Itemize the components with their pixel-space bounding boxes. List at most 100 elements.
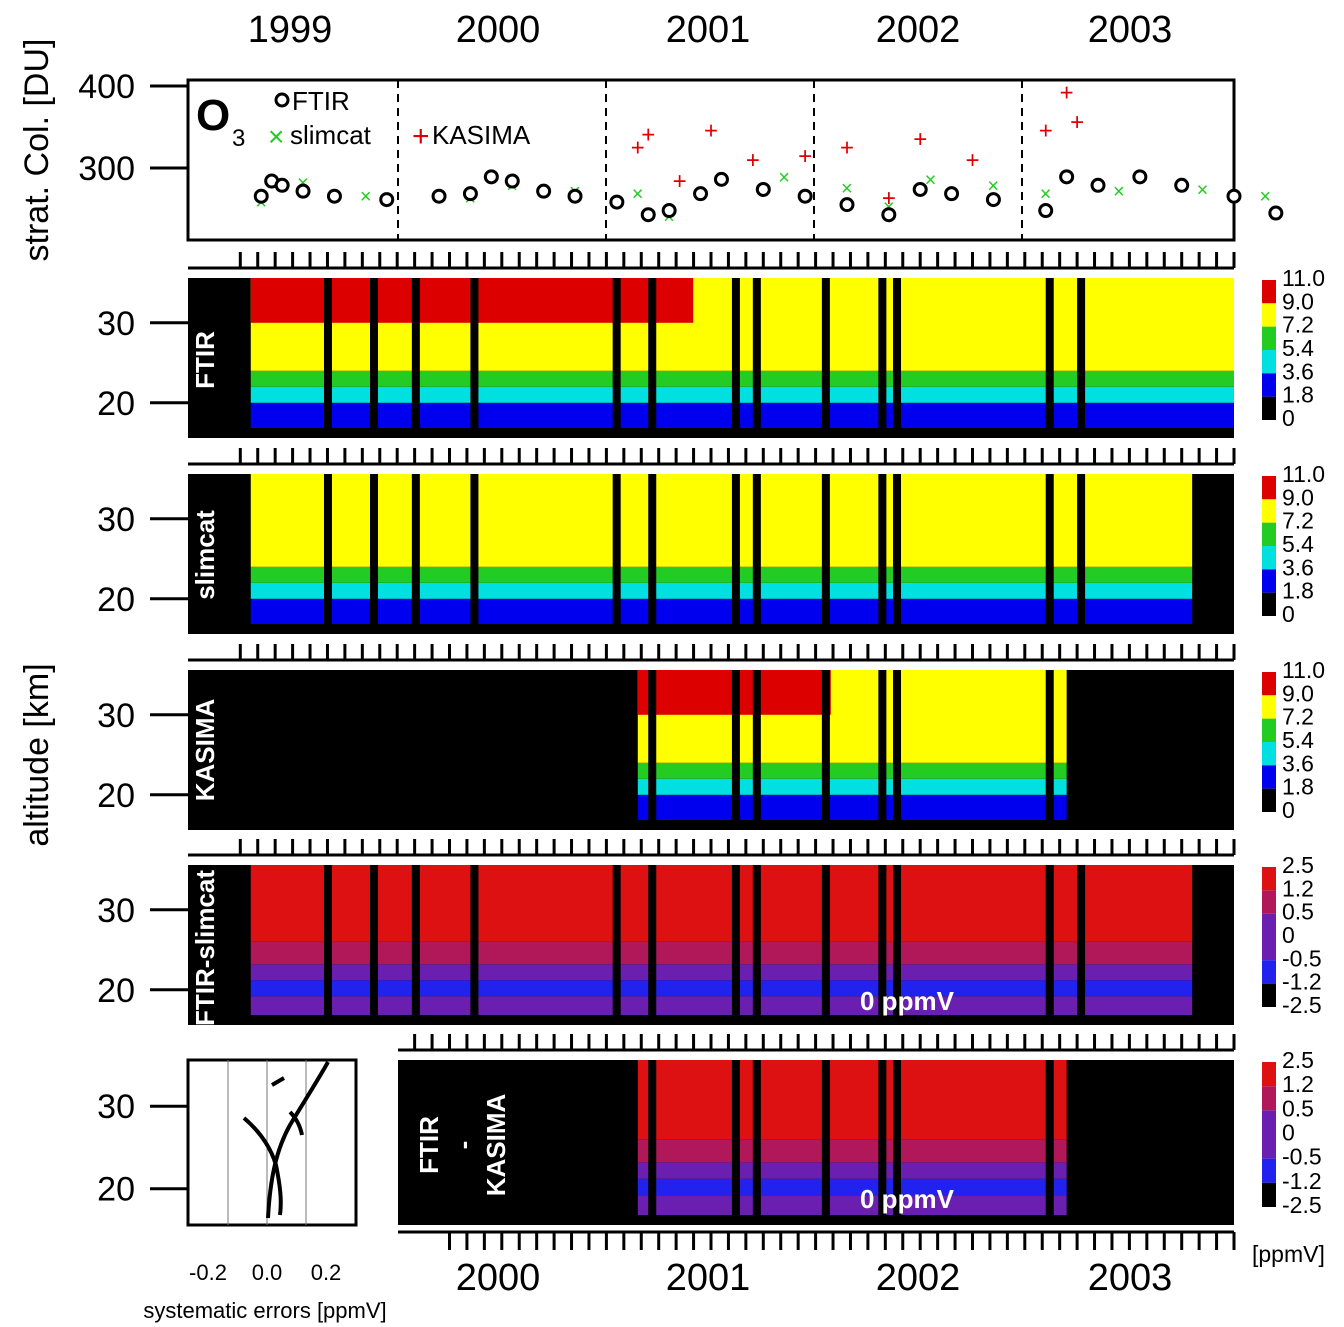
ftir-point [1132, 169, 1148, 185]
kasima-point: + [798, 143, 812, 170]
data-gap [878, 474, 887, 634]
o3-ylabel: strat. Col. [DU] [18, 39, 56, 262]
colorbar-tick-label: 7.2 [1282, 508, 1314, 534]
ftir-point [912, 181, 928, 197]
altitude-tick-label: 20 [97, 1171, 135, 1209]
heatmap-band [250, 996, 1193, 1015]
data-gap [893, 278, 902, 438]
ftir-point [326, 188, 342, 204]
ftir-point [1174, 177, 1190, 193]
colorbar-swatch [1262, 960, 1276, 984]
panel-label-ftir-kasima-mid: - [448, 1141, 478, 1150]
data-gap [323, 865, 332, 1025]
heatmap-band [250, 566, 1193, 583]
colorbar-tick-label: 2.5 [1282, 852, 1314, 878]
data-gap [470, 865, 479, 1025]
heatmap-band [637, 1195, 1067, 1215]
o3-data-points: ××××××××××××××××××+++++++++++++ [253, 80, 1284, 228]
colorbar-tick-label: 11.0 [1282, 461, 1325, 487]
heatmap-band [250, 598, 1193, 624]
ftir-point [1090, 177, 1106, 193]
colorbar-swatch [1262, 695, 1276, 719]
altitude-tick-label: 30 [97, 305, 135, 343]
panel-label-ftir-kasima-top: FTIR [414, 1116, 444, 1174]
data-gap [323, 278, 332, 438]
heatmap-kasima: 30 20 [97, 644, 1276, 830]
colorbar-tick-label: -1.2 [1282, 969, 1322, 995]
heatmap-ftir-kasima: 30 20 [97, 1034, 1276, 1225]
ftir-point [567, 188, 583, 204]
colorbar-tick-label: 5.4 [1282, 335, 1314, 361]
colorbar-tick-label: 7.2 [1282, 312, 1314, 338]
data-gap [1077, 278, 1086, 438]
data-gap [612, 474, 621, 634]
heatmap-panels: 30 20 30 20 30 20 30 20 30 20 [97, 252, 1276, 1250]
data-gap [370, 474, 379, 634]
slimcat-point: × [1040, 184, 1052, 206]
data-gap [731, 474, 740, 634]
altitude-tick-label: 20 [97, 385, 135, 423]
colorbar-labels: 11.09.07.25.43.61.8011.09.07.25.43.61.80… [1282, 265, 1325, 1218]
ftir-point [1268, 205, 1284, 221]
colorbar-swatch [1262, 672, 1276, 696]
colorbar-swatch [1262, 867, 1276, 891]
o3-column-panel: 400 300 strat. Col. [DU] O 3 FTIR × slim… [18, 39, 1284, 262]
colorbar-swatch [1262, 742, 1276, 766]
data-gap [648, 278, 657, 438]
heatmap-band [250, 941, 1193, 965]
data-gap [1045, 670, 1054, 830]
colorbar-tick-label: 11.0 [1282, 657, 1325, 683]
colorbar-swatch [1262, 1086, 1276, 1111]
slimcat-point: × [987, 175, 999, 197]
o3-ytick-300: 300 [78, 150, 135, 188]
data-gap [1045, 278, 1054, 438]
colorbar-swatch [1262, 280, 1276, 304]
colorbar-swatch [1262, 983, 1276, 1007]
colorbar-tick-label: 0 [1282, 922, 1295, 948]
ftir-point [536, 183, 552, 199]
ftir-point [253, 188, 269, 204]
colorbar-swatch [1262, 1134, 1276, 1159]
colorbar-unit: [ppmV] [1252, 1241, 1325, 1267]
heatmap-ftir: 30 20 [97, 252, 1276, 438]
heatmap-ftir-slimcat: 30 20 [97, 839, 1276, 1025]
annotation-zero-ppmv-2: 0 ppmV [860, 1184, 955, 1214]
colorbar-swatch [1262, 546, 1276, 570]
data-gap [612, 278, 621, 438]
slimcat-point: × [360, 186, 372, 208]
ftir-point [609, 194, 625, 210]
altitude-tick-label: 30 [97, 1088, 135, 1126]
altitude-tick-label: 30 [97, 697, 135, 735]
colorbar-tick-label: 3.6 [1282, 358, 1314, 384]
bottom-year-2003: 2003 [1088, 1257, 1173, 1299]
data-gap [1045, 1060, 1054, 1225]
ftir-point [379, 192, 395, 208]
colorbar-swatch [1262, 396, 1276, 420]
data-gap [370, 865, 379, 1025]
colorbar-tick-label: 1.8 [1282, 382, 1314, 408]
colorbar-swatch [1262, 765, 1276, 789]
colorbar-tick-label: 5.4 [1282, 727, 1314, 753]
slimcat-point: × [632, 184, 644, 206]
kasima-point: + [641, 122, 655, 149]
syserr-line-2 [242, 1116, 283, 1216]
ftir-point [504, 173, 520, 189]
data-gap [648, 670, 657, 830]
kasima-point: + [704, 118, 718, 145]
colorbar-swatch [1262, 522, 1276, 546]
panel-label-ftir-slimcat: FTIR-slimcat [190, 870, 220, 1026]
heatmap-band [250, 865, 1193, 942]
data-gap [878, 278, 887, 438]
data-gap [411, 474, 420, 634]
kasima-point: + [1070, 109, 1084, 136]
kasima-point: + [673, 168, 687, 195]
top-year-labels: 1999 2000 2001 2002 2003 [248, 9, 1173, 51]
data-gap [1045, 474, 1054, 634]
data-gap [893, 1060, 902, 1225]
kasima-point: + [913, 126, 927, 153]
syserr-xtick-neg02: -0.2 [189, 1260, 227, 1285]
legend-kasima-label: KASIMA [432, 120, 531, 150]
kasima-point: + [966, 147, 980, 174]
ftir-point [1059, 169, 1075, 185]
heatmap-band [250, 402, 1234, 428]
